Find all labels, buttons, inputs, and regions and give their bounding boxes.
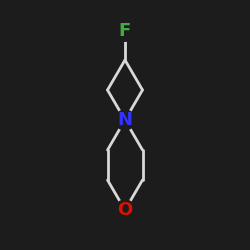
Circle shape (115, 110, 135, 130)
Text: O: O (118, 201, 132, 219)
Circle shape (115, 21, 135, 41)
Text: N: N (118, 111, 132, 129)
Text: F: F (119, 22, 131, 40)
Circle shape (115, 200, 135, 220)
